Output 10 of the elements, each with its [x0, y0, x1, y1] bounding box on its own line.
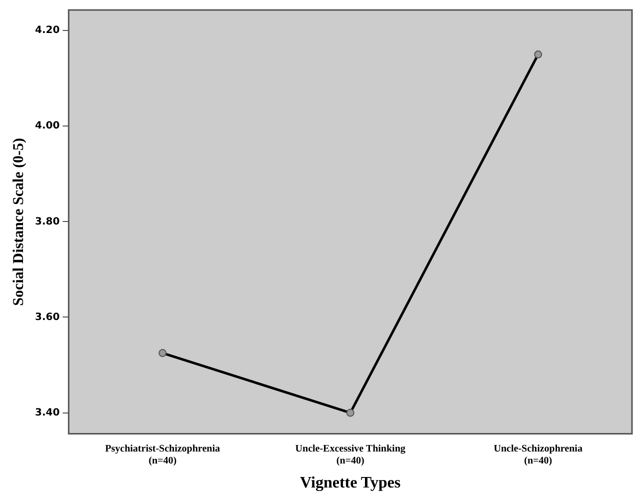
y-tick-label: 4.20: [34, 25, 60, 36]
y-tick-label: 4.00: [34, 120, 60, 132]
x-tick-label: Uncle-Excessive Thinking (n=40): [295, 443, 406, 466]
x-tick-label: Psychiatrist-Schizophrenia (n=40): [105, 443, 220, 466]
x-axis-title: Vignette Types: [300, 474, 401, 492]
x-tick-label: Uncle-Schizophrenia (n=40): [494, 443, 582, 466]
y-tick-label: 3.40: [34, 407, 60, 418]
y-tick-label: 3.80: [34, 216, 60, 228]
y-tick-label: 3.60: [34, 312, 60, 323]
y-axis-title: Social Distance Scale (0-5): [10, 138, 27, 306]
